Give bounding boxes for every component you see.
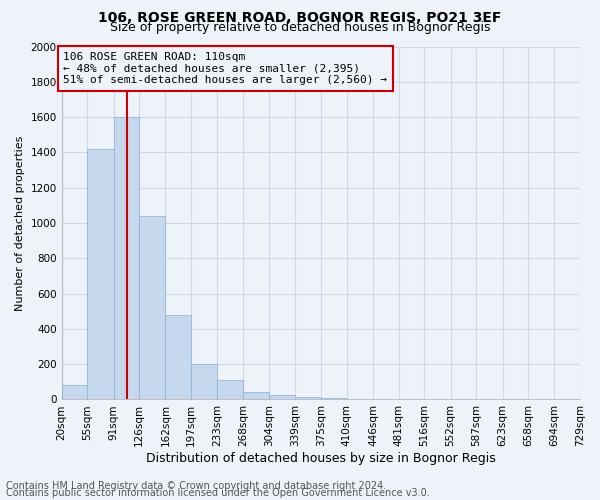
Bar [269,395,295,400]
Bar [191,364,217,400]
Bar [113,117,139,400]
Bar [321,398,347,400]
Bar [166,314,191,400]
Bar [243,392,269,400]
Bar [347,398,373,400]
Bar [87,149,113,400]
Y-axis label: Number of detached properties: Number of detached properties [15,136,25,310]
Text: 106 ROSE GREEN ROAD: 110sqm
← 48% of detached houses are smaller (2,395)
51% of : 106 ROSE GREEN ROAD: 110sqm ← 48% of det… [63,52,387,85]
Text: Contains HM Land Registry data © Crown copyright and database right 2024.: Contains HM Land Registry data © Crown c… [6,481,386,491]
X-axis label: Distribution of detached houses by size in Bognor Regis: Distribution of detached houses by size … [146,452,496,465]
Text: Contains public sector information licensed under the Open Government Licence v3: Contains public sector information licen… [6,488,430,498]
Bar [217,380,243,400]
Text: Size of property relative to detached houses in Bognor Regis: Size of property relative to detached ho… [110,22,490,35]
Bar [139,216,166,400]
Bar [62,386,87,400]
Bar [295,397,321,400]
Text: 106, ROSE GREEN ROAD, BOGNOR REGIS, PO21 3EF: 106, ROSE GREEN ROAD, BOGNOR REGIS, PO21… [98,11,502,25]
